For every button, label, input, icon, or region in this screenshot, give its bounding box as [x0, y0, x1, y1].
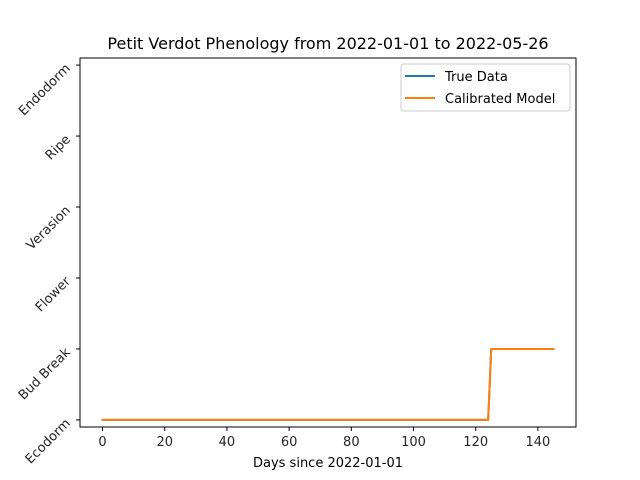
x-tick-label: 140: [525, 435, 550, 450]
x-tick-label: 20: [156, 435, 173, 450]
plot-area: [80, 58, 576, 427]
axes-spines: [79, 57, 577, 428]
plot-background: [80, 58, 576, 427]
x-tick-label: 80: [343, 435, 360, 450]
x-axis-label: Days since 2022-01-01: [253, 456, 403, 471]
legend: True Data Calibrated Model: [400, 63, 571, 112]
x-tick-label: 0: [98, 435, 106, 450]
x-tick-label: 120: [463, 435, 488, 450]
series-line-2: [101, 347, 555, 421]
series-layer: [101, 347, 555, 421]
axes-frame: [79, 57, 577, 428]
chart-title: Petit Verdot Phenology from 2022-01-01 t…: [107, 34, 548, 53]
x-tick-label: 40: [219, 435, 236, 450]
x-axis-ticks: 0 20 40 60 80 100 120 140: [98, 427, 550, 450]
legend-label: True Data: [444, 70, 508, 85]
x-tick-label: 60: [281, 435, 298, 450]
legend-label: Calibrated Model: [445, 92, 555, 107]
x-tick-label: 100: [401, 435, 426, 450]
legend-box: [400, 63, 571, 112]
